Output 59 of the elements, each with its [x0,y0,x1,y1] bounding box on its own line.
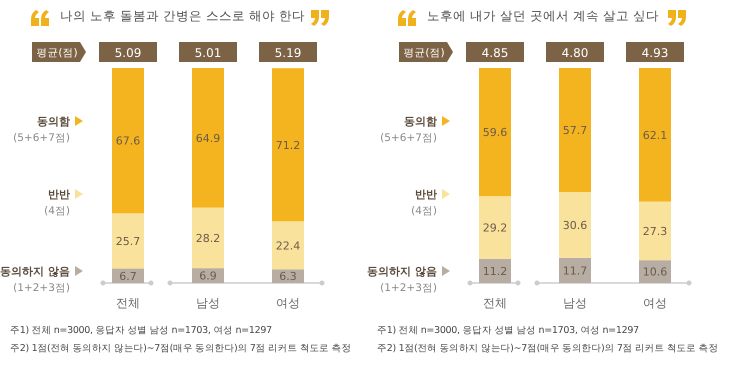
text: 주1) 전체 n=3000, 응답자 성별 남성 n=1703, 여성 n=1297 [377,325,640,336]
bar [479,196,511,259]
text: 4.80 [562,46,588,60]
data-label: 29.2 [482,222,508,235]
data-label: 25.7 [116,234,140,248]
data-label: 57.7 [562,124,588,138]
text: 5.09 [114,46,142,60]
legend-label: 반반 (4점) [44,188,70,217]
data-label: 11.2 [482,264,508,278]
legend-label: 동의하지 않음 (1+2+3점) [367,265,437,294]
text: 4.93 [642,46,668,60]
data-label: 6.9 [199,270,217,283]
data-label: 30.6 [562,218,588,232]
text: 4.85 [482,46,508,60]
text: 주2) 1점(전혀 동의하지 않는다)~7점(매우 동의한다)의 7점 리커트 척도로 측정 [10,343,352,354]
bar [559,68,591,192]
bar [559,258,591,283]
data-label: 11.7 [562,264,588,278]
x-tick-label: 여성 [276,296,300,310]
text: 평균(점) [36,47,78,59]
data-label: 22.4 [276,239,300,252]
x-tick-label: 전체 [483,296,507,310]
bar [479,258,511,283]
chart-title: 나의 노후 돌봄과 간병은 스스로 해야 한다 [60,8,305,23]
bar [639,202,671,260]
x-tick-label: 남성 [196,296,220,310]
data-label: 28.2 [196,232,220,245]
text: 주1) 전체 n=3000, 응답자 성별 남성 n=1703, 여성 n=1297 [10,325,272,336]
chart-title: 노후에 내가 살던 곳에서 계속 살고 싶다 [427,8,659,23]
data-label: 67.6 [116,134,140,148]
bar [479,68,511,196]
data-label: 59.6 [482,126,508,140]
bar [112,213,144,269]
text: 5.01 [194,46,222,60]
legend-label: 동의함 (5+6+7점) [380,115,437,144]
bar [272,68,304,222]
x-tick-label: 여성 [643,296,667,310]
x-tick-label: 남성 [563,296,587,310]
legend-label: 반반 (4점) [411,188,437,217]
data-label: 64.9 [196,132,220,145]
bar [272,221,304,270]
text: 주2) 1점(전혀 동의하지 않는다)~7점(매우 동의한다)의 7점 리커트 척도로 측정 [377,343,718,354]
legend-label: 동의하지 않음 (1+2+3점) [0,265,70,294]
bar [639,68,671,202]
data-label: 62.1 [642,128,668,142]
text: 평균(점) [403,47,445,59]
bar [639,260,671,283]
bar [112,68,144,214]
data-label: 10.6 [642,266,668,279]
data-label: 71.2 [276,138,300,152]
x-tick-label: 전체 [116,296,140,310]
bar [559,192,591,258]
legend-label: 동의함 (5+6+7점) [13,115,70,144]
bar [192,208,224,268]
data-label: 6.3 [279,270,297,284]
bar [192,68,224,208]
data-label: 6.7 [119,270,137,283]
data-label: 27.3 [642,224,668,238]
text: 5.19 [274,46,302,60]
